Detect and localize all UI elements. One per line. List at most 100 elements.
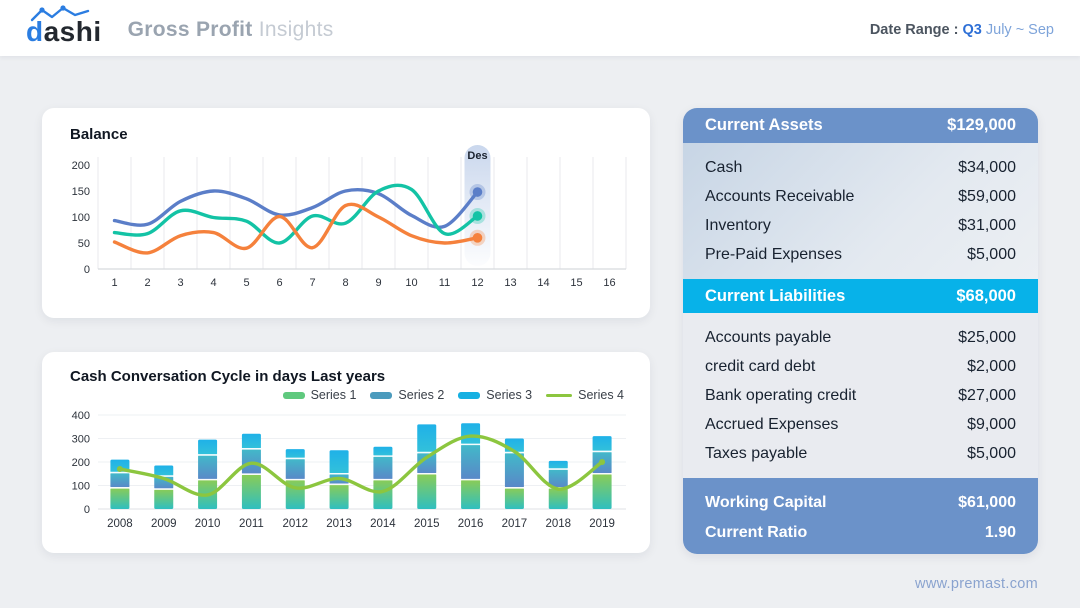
x-tick-label: 2016 — [458, 518, 484, 530]
bar-2018 — [548, 460, 568, 509]
x-tick-label: 2011 — [239, 518, 264, 530]
current-liabilities-header: Current Liabilities $68,000 — [683, 279, 1038, 313]
bar-2014 — [373, 446, 393, 509]
series2-swatch-icon — [370, 391, 393, 399]
assets-rows: Cash $34,000 Accounts Receivable $59,000 Inv… — [683, 143, 1038, 279]
bar-segment-series3 — [548, 460, 568, 470]
ccc-chart-svg: 0 100 200 300 400 2008 2009 2010 2011 2012 2013 201… — [72, 410, 626, 530]
x-tick-label: 2017 — [502, 518, 528, 530]
financials-panel: Current Assets $129,000 Cash $34,000 Accou… — [683, 108, 1038, 554]
premast-website-link[interactable]: www.premast.com — [915, 576, 1038, 592]
current-liabilities-total: $68,000 — [956, 286, 1016, 305]
y-tick-label: 300 — [72, 434, 90, 446]
row-value: $61,000 — [958, 494, 1016, 511]
bar-segment-series1 — [154, 489, 174, 509]
x-tick-label: 11 — [439, 277, 450, 289]
x-tick-label: 12 — [471, 277, 483, 289]
row-value: $5,000 — [967, 245, 1016, 263]
date-range-period: July ~ Sep — [985, 22, 1054, 38]
ccc-chart-title: Cash Conversation Cycle in days Last yea… — [70, 368, 386, 385]
summary-footer: Working Capital $61,000 Current Ratio 1.90 — [683, 478, 1038, 554]
bar-segment-series2 — [198, 454, 218, 480]
x-tick-label: 10 — [405, 277, 417, 289]
ccc-chart-card: Cash Conversation Cycle in days Last yea… — [42, 352, 650, 553]
x-tick-label: 2019 — [589, 518, 615, 530]
x-tick-label: 2 — [144, 277, 150, 289]
bar-segment-series2 — [504, 452, 524, 488]
bar-segment-series3 — [241, 433, 261, 449]
top-bar: dashi Gross Profit Insights Date Range :… — [0, 0, 1080, 56]
bar-2013 — [329, 450, 349, 509]
bar-segment-series2 — [548, 469, 568, 488]
legend-item-series3: Series 3 — [458, 388, 532, 402]
ccc-bar-chart: 0 100 200 300 400 2008 2009 2010 2011 2012 2013 201… — [58, 403, 634, 542]
y-tick-label: 150 — [72, 186, 90, 198]
x-tick-label: 6 — [276, 277, 282, 289]
bar-segment-series2 — [417, 452, 437, 474]
row-value: $5,000 — [967, 444, 1016, 462]
x-tick-label: 2015 — [414, 518, 440, 530]
y-tick-label: 200 — [72, 160, 90, 172]
summary-row: Current Ratio 1.90 — [683, 518, 1038, 548]
date-range-quarter: Q3 — [962, 22, 982, 38]
bar-segment-series3 — [417, 424, 437, 453]
bar-2016 — [461, 423, 481, 509]
row-label: Working Capital — [705, 494, 827, 511]
bar-segment-series1 — [329, 484, 349, 509]
current-assets-header: Current Assets $129,000 — [683, 108, 1038, 143]
row-value: $2,000 — [967, 357, 1016, 375]
bar-2012 — [285, 449, 305, 509]
des-annotation-pill — [464, 145, 491, 266]
row-label: Accounts payable — [705, 328, 832, 346]
liability-row: Accounts payable $25,000 — [683, 323, 1038, 352]
row-value: $27,000 — [958, 386, 1016, 404]
bar-segment-series3 — [373, 446, 393, 457]
bar-2010 — [198, 439, 218, 509]
x-tick-label: 8 — [342, 277, 348, 289]
bar-segment-series1 — [241, 474, 261, 509]
dashi-logo: dashi — [26, 5, 102, 47]
series4-end-dot — [599, 459, 606, 465]
bar-segment-series3 — [154, 465, 174, 477]
series1-swatch-icon — [282, 391, 305, 399]
row-label: credit card debt — [705, 357, 816, 375]
balance-teal-end-dot — [472, 211, 483, 221]
x-tick-label: 2014 — [370, 518, 396, 530]
y-tick-label: 400 — [72, 410, 90, 422]
liabilities-rows: Accounts payable $25,000 credit card debt $… — [683, 313, 1038, 478]
asset-row: Inventory $31,000 — [683, 211, 1038, 240]
asset-row: Cash $34,000 — [683, 153, 1038, 182]
liability-row: Bank operating credit $27,000 — [683, 381, 1038, 410]
x-tick-label: 13 — [504, 277, 516, 289]
balance-chart-title: Balance — [70, 126, 128, 143]
bar-segment-series1 — [373, 479, 393, 509]
bar-segment-series3 — [198, 439, 218, 455]
logo-text-rest: ashi — [43, 16, 102, 47]
row-value: $59,000 — [958, 187, 1016, 205]
bar-segment-series2 — [373, 456, 393, 480]
date-range: Date Range : Q3 July ~ Sep — [869, 22, 1054, 38]
bar-segment-series3 — [592, 436, 612, 452]
x-tick-label: 4 — [210, 277, 216, 289]
x-tick-label: 15 — [570, 277, 582, 289]
row-label: Taxes payable — [705, 444, 808, 462]
asset-row: Pre-Paid Expenses $5,000 — [683, 240, 1038, 269]
bar-segment-series1 — [548, 487, 568, 509]
legend-item-series1: Series 1 — [282, 388, 356, 402]
legend-item-series2: Series 2 — [370, 388, 444, 402]
bar-segment-series2 — [285, 458, 305, 480]
balance-orange-end-dot — [472, 233, 483, 243]
balance-blue-line — [112, 188, 480, 229]
x-tick-label: 2018 — [545, 518, 571, 530]
bar-2019 — [592, 436, 612, 509]
row-label: Cash — [705, 158, 743, 176]
x-tick-label: 16 — [603, 277, 615, 289]
x-tick-label: 14 — [537, 277, 549, 289]
y-tick-label: 200 — [72, 457, 90, 469]
legend-item-series4: Series 4 — [546, 388, 624, 402]
row-label: Inventory — [705, 216, 771, 234]
bar-2009 — [154, 465, 174, 509]
logo-text-d: d — [26, 16, 44, 47]
y-tick-label: 0 — [84, 504, 90, 516]
x-tick-label: 2013 — [326, 518, 352, 530]
